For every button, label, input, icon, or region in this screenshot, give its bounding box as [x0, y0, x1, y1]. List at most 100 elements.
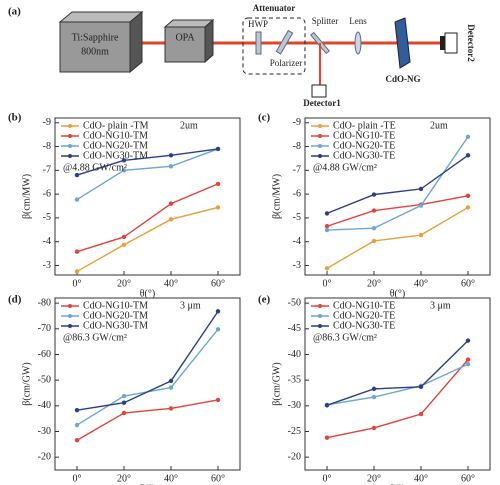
y-axis-label: β(cm/GW) [271, 362, 282, 405]
legend-marker [318, 134, 322, 138]
x-tick-label: 40° [164, 278, 178, 289]
data-point [465, 205, 471, 210]
laser-label: Ti:Sapphire [72, 32, 119, 43]
polarizer [275, 29, 294, 55]
y-tick-label: -50 [38, 374, 51, 385]
data-point [74, 407, 80, 413]
data-point [168, 153, 174, 158]
y-tick-label: -80 [38, 297, 51, 308]
data-point [215, 327, 221, 332]
data-point [465, 153, 471, 158]
data-point [168, 406, 174, 411]
legend-marker [318, 324, 322, 328]
annotation: @86.3 GW/cm² [63, 332, 127, 343]
data-point [215, 309, 221, 314]
annotation: 2um [430, 120, 448, 131]
x-tick-label: 0° [323, 473, 332, 484]
sample-label: CdO-NG [385, 74, 420, 84]
data-point [74, 249, 80, 254]
x-axis-label: θ(°) [390, 483, 405, 485]
hwp-label: HWP [248, 19, 268, 29]
data-point [215, 181, 221, 187]
y-tick-label: -70 [38, 323, 51, 334]
x-tick-label: 40° [164, 473, 178, 484]
series-line [76, 148, 219, 176]
legend-marker [318, 154, 322, 158]
data-point [371, 238, 377, 244]
data-point [418, 384, 424, 390]
data-point [215, 397, 221, 403]
y-tick-label: -35 [288, 374, 301, 385]
y-tick-label: -9 [43, 117, 51, 128]
data-point [371, 394, 377, 400]
schematic: (a) Ti:Sapphire 800nm OPA Attenuator HWP… [8, 3, 476, 108]
y-tick-label: -40 [288, 349, 301, 360]
data-point [418, 232, 424, 238]
data-point [465, 193, 471, 198]
data-point [121, 393, 127, 399]
annotation: 2um [180, 120, 198, 131]
annotation: @86.3 GW/cm² [313, 332, 377, 343]
lens [354, 31, 362, 55]
x-tick-label: 20° [117, 473, 131, 484]
legend-marker [318, 314, 322, 318]
polarizer-label: Polarizer [270, 58, 302, 68]
series-line [76, 183, 219, 253]
y-tick-label: -7 [293, 165, 301, 176]
panel-label: (c) [258, 112, 271, 124]
data-point [121, 242, 127, 247]
series-line [326, 340, 469, 406]
x-tick-label: 60° [461, 473, 475, 484]
y-tick-label: -3 [293, 260, 301, 271]
series-line [326, 136, 469, 231]
legend-marker [68, 144, 72, 148]
data-point [371, 208, 377, 213]
data-point [324, 266, 330, 271]
opa-side [204, 18, 214, 64]
legend-marker [318, 304, 322, 308]
x-tick-label: 0° [323, 278, 332, 289]
y-tick-label: -6 [293, 188, 301, 199]
detector2 [444, 32, 458, 54]
y-tick-label: -5 [293, 212, 301, 223]
data-point [371, 425, 377, 431]
annotation: 3 μm [180, 300, 201, 311]
x-axis-label: θ(°) [140, 483, 155, 485]
y-tick-label: -7 [43, 165, 51, 176]
legend-label: CdO-NG20-TM [83, 310, 148, 321]
y-tick-label: -25 [288, 426, 301, 437]
series-line [76, 399, 219, 441]
data-point [418, 186, 424, 192]
panel-label: (a) [8, 6, 21, 18]
x-tick-label: 20° [367, 473, 381, 484]
legend-label: CdO-NG10-TE [333, 300, 395, 311]
legend-label: CdO-NG20-TE [333, 310, 395, 321]
data-point [74, 438, 80, 443]
detector2-label: Detector2 [466, 24, 476, 62]
series-line [326, 206, 469, 269]
y-tick-label: -5 [43, 212, 51, 223]
y-tick-label: -8 [293, 141, 301, 152]
data-point [121, 410, 127, 416]
x-tick-label: 20° [117, 278, 131, 289]
x-tick-label: 0° [73, 473, 82, 484]
laser [59, 21, 131, 73]
legend-marker [68, 154, 72, 158]
series-line [326, 363, 469, 406]
x-axis-label: θ(°) [390, 288, 405, 299]
attenuator-label: Attenuator [253, 3, 296, 13]
plot-frame [54, 117, 241, 276]
laser-top [58, 11, 144, 23]
laser-wavelength: 800nm [81, 46, 109, 57]
x-tick-label: 60° [461, 278, 475, 289]
plot-frame [54, 297, 241, 471]
legend-marker [68, 324, 72, 328]
x-tick-label: 0° [73, 278, 82, 289]
y-tick-label: -4 [293, 236, 301, 247]
data-point [168, 378, 174, 384]
legend-marker [318, 144, 322, 148]
legend-label: CdO-NG30-TE [333, 320, 395, 331]
x-tick-label: 60° [211, 278, 225, 289]
data-point [371, 386, 377, 392]
